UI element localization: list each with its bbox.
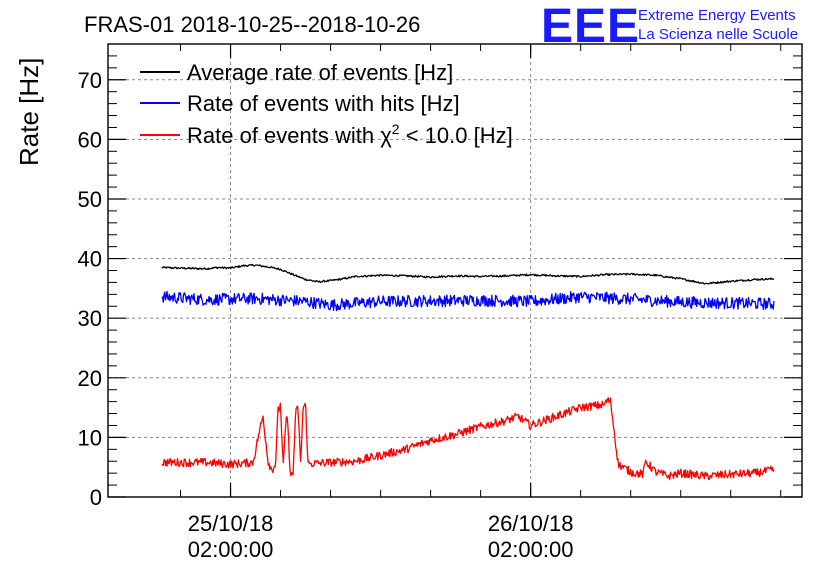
legend-label-hits: Rate of events with hits [Hz] (187, 91, 460, 116)
series-chi2-rate (161, 397, 775, 481)
logo-line-1: Extreme Energy Events (638, 7, 796, 24)
eee-logo: EEE Extreme Energy Events La Scienza nel… (541, 0, 798, 53)
x-tick-label-time: 02:00:00 (188, 537, 274, 562)
plot-frame (107, 43, 803, 498)
y-tick-label: 0 (90, 485, 102, 510)
legend: Average rate of events [Hz] Rate of even… (140, 60, 513, 148)
y-tick-label: 40 (78, 247, 102, 272)
x-tick-label-date: 26/10/18 (488, 511, 574, 536)
y-tick-label: 60 (78, 127, 102, 152)
y-tick-label: 20 (78, 366, 102, 391)
y-tick-label: 10 (78, 425, 102, 450)
grid-lines (108, 44, 802, 497)
data-series (161, 263, 775, 481)
legend-label-average: Average rate of events [Hz] (187, 60, 453, 85)
logo-letters: EEE (541, 0, 640, 53)
series-average-rate (161, 263, 775, 285)
y-tick-label: 30 (78, 306, 102, 331)
y-tick-label: 50 (78, 187, 102, 212)
y-tick-label: 70 (78, 68, 102, 93)
logo-line-2: La Scienza nelle Scuole (638, 26, 798, 43)
series-hits-rate (161, 290, 775, 312)
legend-label-chi2: Rate of events with χ2 < 10.0 [Hz] (187, 121, 513, 148)
x-tick-label-time: 02:00:00 (488, 537, 574, 562)
x-tick-label-date: 25/10/18 (188, 511, 274, 536)
y-axis-label: Rate [Hz] (14, 58, 44, 166)
tick-labels: 01020304050607025/10/1802:00:0026/10/180… (78, 68, 574, 562)
chart-title: FRAS-01 2018-10-25--2018-10-26 (84, 12, 420, 37)
